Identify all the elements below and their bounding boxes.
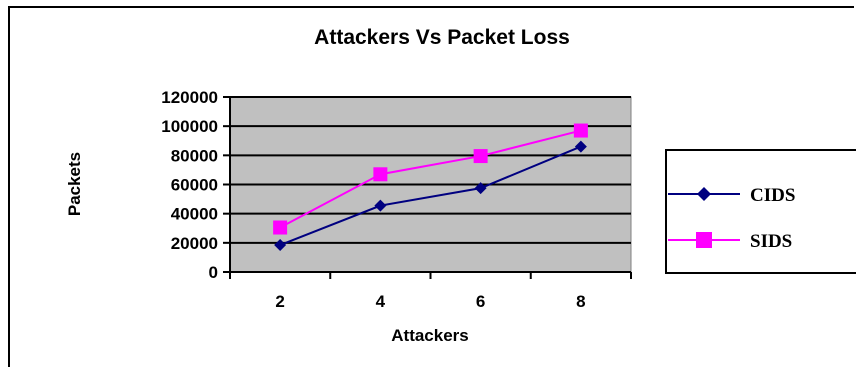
legend: CIDS SIDS (665, 149, 856, 274)
data-point (574, 140, 587, 153)
legend-label: SIDS (750, 231, 792, 252)
series-line-cids (279, 145, 582, 246)
x-tick-label: 2 (275, 292, 284, 311)
series-sids (273, 123, 588, 235)
chart-frame (8, 6, 854, 367)
legend-box (665, 149, 856, 274)
x-axis-title: Attackers (391, 326, 469, 345)
y-axis-title: Packets (65, 152, 84, 216)
legend-marker (696, 232, 712, 248)
x-tick-label: 6 (476, 292, 485, 311)
data-point (274, 239, 287, 252)
y-tick-label: 0 (209, 263, 218, 282)
x-tick-label: 8 (576, 292, 585, 311)
data-point (474, 182, 487, 195)
series-cids (274, 140, 587, 252)
y-tick-label: 40000 (171, 205, 218, 224)
series-group (273, 123, 588, 252)
y-tick-label: 100000 (161, 117, 218, 136)
x-tick-label: 4 (376, 292, 386, 311)
data-point (473, 149, 488, 164)
x-axis-ticks: 2 4 6 8 (229, 272, 632, 311)
data-point (374, 199, 387, 212)
data-point (573, 123, 588, 138)
y-tick-label: 80000 (171, 146, 218, 165)
series-line-sids (279, 129, 582, 229)
data-point (273, 220, 288, 235)
grid-lines (230, 96, 631, 244)
y-tick-label: 60000 (171, 176, 218, 195)
data-point (373, 167, 388, 182)
legend-marker (697, 187, 711, 201)
y-tick-label: 20000 (171, 234, 218, 253)
y-axis-ticks: 0 20000 40000 60000 80000 100000 120000 (161, 88, 230, 282)
legend-label: CIDS (750, 185, 795, 206)
chart-title: Attackers Vs Packet Loss (314, 26, 570, 49)
y-tick-label: 120000 (161, 88, 218, 107)
